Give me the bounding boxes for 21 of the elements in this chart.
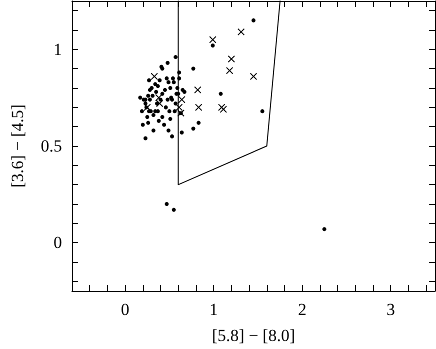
point: [238, 28, 245, 36]
point: [178, 96, 186, 104]
x-axis-title: [5.8] − [8.0]: [212, 326, 296, 345]
point: [226, 67, 234, 74]
x-tick-label: 2: [298, 300, 306, 319]
point: [150, 72, 158, 80]
y-axis-title: [3.6] − [4.5]: [8, 104, 27, 188]
point: [156, 100, 164, 107]
x-tick-label: 1: [209, 300, 218, 319]
point: [144, 104, 151, 111]
y-tick-label: 0.5: [40, 136, 62, 156]
point: [228, 56, 235, 62]
y-tick-label: 0: [54, 233, 62, 252]
x-tick-label: 3: [386, 300, 395, 319]
x-tick-label: 0: [120, 300, 130, 319]
point: [194, 86, 202, 94]
point: [250, 72, 257, 80]
point: [155, 94, 162, 102]
point: [209, 36, 216, 44]
point: [195, 104, 202, 111]
y-tick-label: 1: [54, 40, 62, 59]
